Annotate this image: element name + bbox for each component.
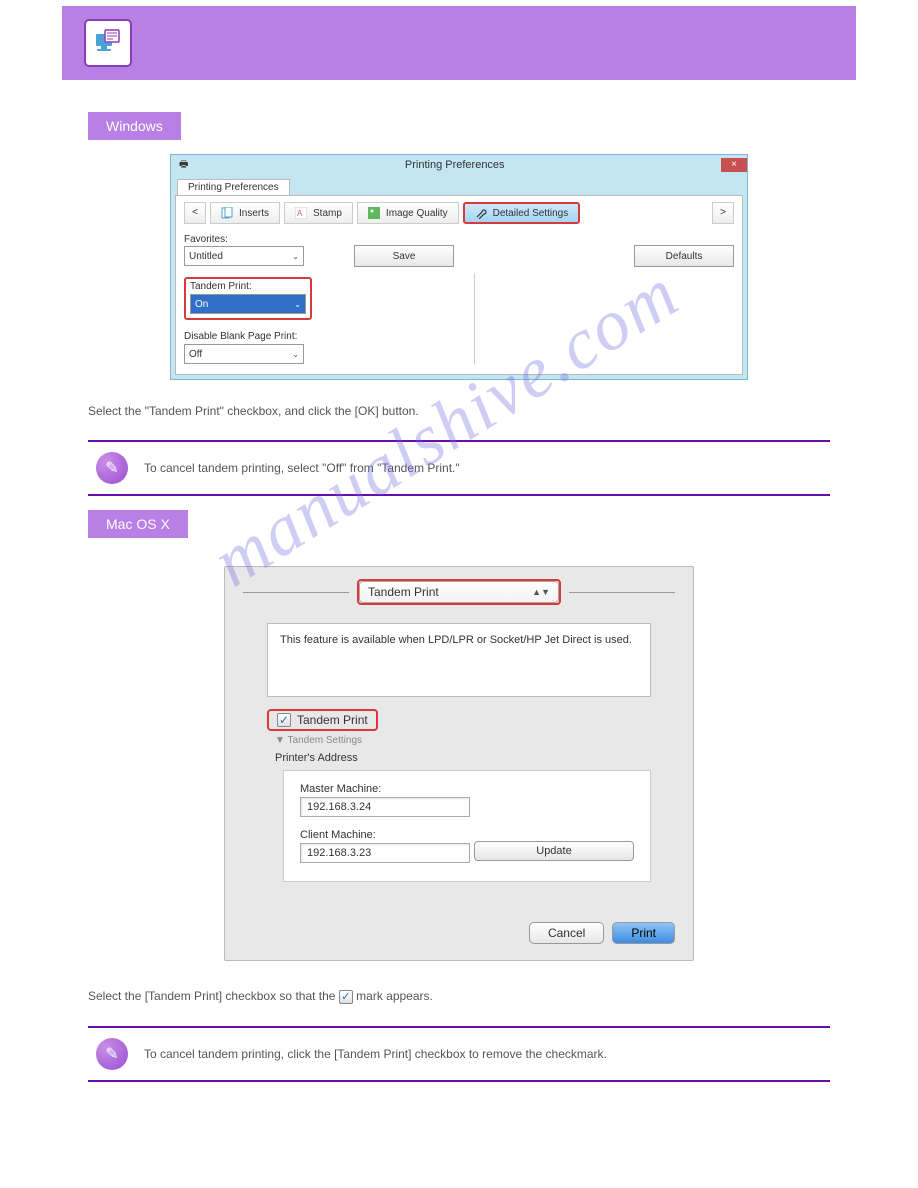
client-machine-input[interactable]: 192.168.3.23: [300, 843, 470, 863]
stamp-icon: A: [295, 207, 307, 219]
favorites-dropdown[interactable]: Untitled ⌄: [184, 246, 304, 266]
windows-section-tag: Windows: [88, 112, 181, 140]
nav-prev-button[interactable]: <: [184, 202, 206, 224]
chevron-down-icon: ⌄: [294, 300, 301, 309]
windows-note: To cancel tandem printing, select "Off" …: [144, 461, 460, 475]
pencil-note-icon: ✎: [96, 452, 128, 484]
image-quality-icon: [368, 207, 380, 219]
defaults-button[interactable]: Defaults: [634, 245, 734, 267]
pencil-note-icon: ✎: [96, 1038, 128, 1070]
tab-inserts[interactable]: Inserts: [210, 202, 280, 224]
svg-text:A: A: [297, 209, 303, 218]
tandem-print-label: Tandem Print:: [190, 281, 306, 292]
mac-instruction: Select the [Tandem Print] checkbox so th…: [88, 989, 830, 1004]
printer-address-panel: Master Machine: 192.168.3.24 Client Mach…: [283, 770, 651, 882]
tab-printing-preferences[interactable]: Printing Preferences: [177, 179, 290, 195]
disable-blank-label: Disable Blank Page Print:: [184, 331, 297, 342]
tandem-print-dropdown[interactable]: On ⌄: [190, 294, 306, 314]
printer-glyph-icon: 🖶: [179, 157, 188, 174]
windows-preferences-window: 🖶 Printing Preferences × Printing Prefer…: [170, 154, 748, 380]
tandem-print-checkbox-label: Tandem Print: [297, 713, 368, 727]
inserts-icon: [221, 207, 233, 219]
windows-instruction: Select the "Tandem Print" checkbox, and …: [88, 404, 830, 418]
save-button[interactable]: Save: [354, 245, 454, 267]
chevron-down-icon: ⌄: [292, 252, 299, 261]
close-icon[interactable]: ×: [721, 158, 747, 172]
nav-next-button[interactable]: >: [712, 202, 734, 224]
tab-detailed-settings-label: Detailed Settings: [493, 208, 569, 219]
chevron-down-icon: ⌄: [292, 350, 299, 359]
tandem-print-checkbox-highlight: ✓ Tandem Print: [267, 709, 378, 731]
update-button[interactable]: Update: [474, 841, 634, 861]
master-machine-input[interactable]: 192.168.3.24: [300, 797, 470, 817]
feature-description: This feature is available when LPD/LPR o…: [267, 623, 651, 697]
cancel-button[interactable]: Cancel: [529, 922, 604, 944]
disclosure-triangle-icon: ▼: [275, 735, 285, 746]
mac-print-sheet: Tandem Print ▲▼ This feature is availabl…: [224, 566, 694, 961]
tab-image-quality[interactable]: Image Quality: [357, 202, 459, 224]
tab-image-quality-label: Image Quality: [386, 208, 448, 219]
section-divider: [88, 1080, 830, 1082]
feature-popup-highlight: Tandem Print ▲▼: [357, 579, 561, 605]
section-divider: [88, 1026, 830, 1028]
feature-popup[interactable]: Tandem Print ▲▼: [359, 581, 559, 603]
inline-check-icon: ✓: [339, 990, 353, 1004]
tab-stamp-label: Stamp: [313, 208, 342, 219]
tandem-print-group: Tandem Print: On ⌄: [184, 277, 312, 320]
tandem-settings-row[interactable]: ▼ Tandem Settings: [275, 735, 675, 746]
section-divider: [88, 440, 830, 442]
favorites-value: Untitled: [189, 251, 223, 262]
tab-detailed-settings[interactable]: Detailed Settings: [463, 202, 581, 224]
tandem-print-value: On: [195, 299, 208, 310]
disable-blank-value: Off: [189, 349, 202, 360]
page-header-band: [62, 6, 856, 80]
feature-popup-label: Tandem Print: [368, 585, 439, 599]
wrench-icon: [475, 207, 487, 219]
window-titlebar: 🖶 Printing Preferences ×: [171, 155, 747, 175]
macosx-section-tag: Mac OS X: [88, 510, 188, 538]
tandem-print-checkbox[interactable]: ✓: [277, 713, 291, 727]
printers-address-label: Printer's Address: [275, 752, 675, 764]
favorites-label: Favorites:: [184, 234, 734, 245]
updown-icon: ▲▼: [532, 587, 550, 597]
tab-inserts-label: Inserts: [239, 208, 269, 219]
disable-blank-dropdown[interactable]: Off ⌄: [184, 344, 304, 364]
section-divider: [88, 494, 830, 496]
print-button[interactable]: Print: [612, 922, 675, 944]
window-title: Printing Preferences: [188, 159, 721, 171]
device-icon: [84, 19, 132, 67]
master-machine-label: Master Machine:: [300, 783, 634, 795]
client-machine-label: Client Machine:: [300, 829, 634, 841]
mac-note: To cancel tandem printing, click the [Ta…: [144, 1047, 607, 1061]
tab-stamp[interactable]: A Stamp: [284, 202, 353, 224]
